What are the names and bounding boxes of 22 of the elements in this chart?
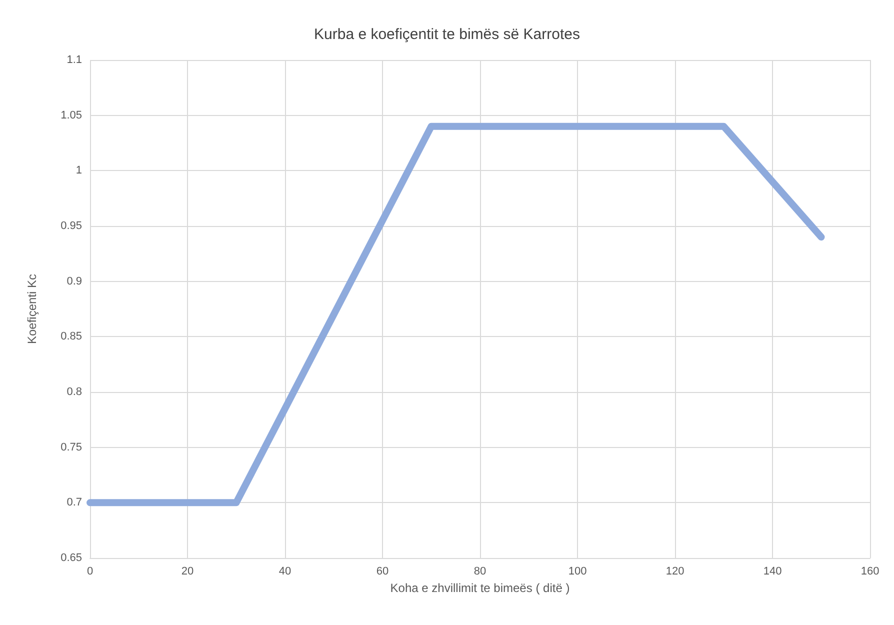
y-tick-label: 1.1 — [66, 54, 82, 66]
y-tick-label: 0.7 — [66, 496, 82, 509]
x-tick-label: 0 — [86, 566, 94, 578]
x-tick-label: 40 — [278, 566, 292, 578]
x-tick-label: 20 — [181, 566, 194, 578]
y-tick-label: 0.8 — [66, 386, 82, 398]
x-tick-label: 120 — [666, 566, 684, 578]
x-tick-label: 160 — [860, 566, 880, 578]
x-tick-label: 80 — [474, 566, 486, 578]
y-tick-label: 0.9 — [66, 275, 82, 288]
chart-title: Kurba e koefiçentit te bimës së Karrotes — [314, 26, 580, 43]
y-tick-label: 0.65 — [60, 552, 82, 564]
y-tick-label: 0.95 — [60, 220, 82, 232]
x-tick-label: 60 — [376, 566, 389, 578]
y-tick-label: 0.75 — [60, 441, 82, 454]
x-tick-label: 140 — [763, 566, 782, 578]
y-tick-label: 0.85 — [60, 330, 82, 343]
x-tick-label: 100 — [568, 566, 587, 578]
y-tick-label: 1.05 — [60, 109, 82, 122]
y-tick-label: 1 — [76, 164, 82, 177]
y-axis-title: Koefiçenti Kc — [25, 274, 39, 344]
x-axis-title: Koha e zhvillimit te bimeës ( ditë ) — [390, 580, 570, 595]
